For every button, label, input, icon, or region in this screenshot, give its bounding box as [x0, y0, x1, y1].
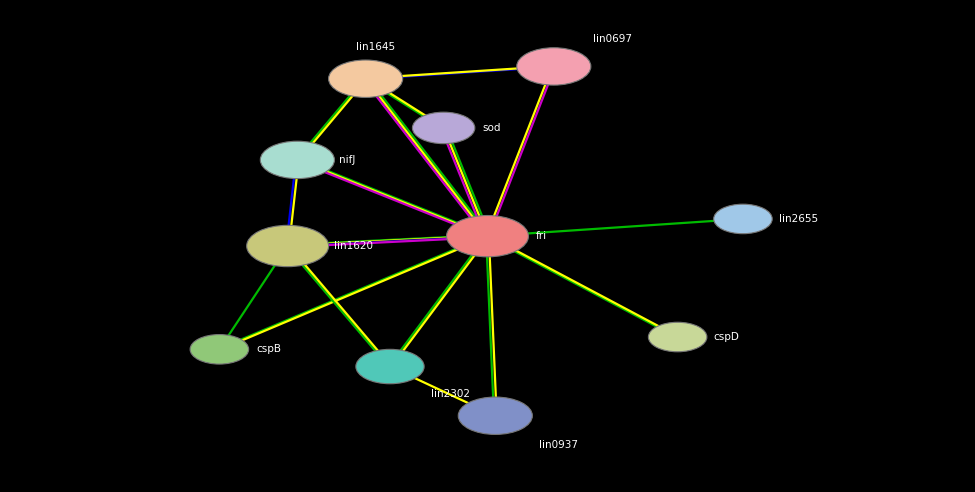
Circle shape — [247, 225, 329, 267]
Text: cspD: cspD — [714, 332, 740, 342]
Circle shape — [458, 397, 532, 434]
Circle shape — [356, 349, 424, 384]
Text: nifJ: nifJ — [339, 155, 356, 165]
Circle shape — [329, 60, 403, 97]
Text: cspB: cspB — [256, 344, 282, 354]
Circle shape — [714, 204, 772, 234]
Circle shape — [648, 322, 707, 352]
Text: fri: fri — [536, 231, 547, 241]
Text: lin2655: lin2655 — [779, 214, 818, 224]
Circle shape — [517, 48, 591, 85]
Circle shape — [260, 141, 334, 179]
Text: lin1645: lin1645 — [356, 42, 395, 52]
Text: sod: sod — [483, 123, 501, 133]
Text: lin0697: lin0697 — [593, 34, 632, 44]
Circle shape — [190, 335, 249, 364]
Text: lin0937: lin0937 — [539, 440, 578, 450]
Text: lin1620: lin1620 — [334, 241, 373, 251]
Circle shape — [447, 215, 528, 257]
Circle shape — [412, 112, 475, 144]
Text: lin2302: lin2302 — [431, 389, 470, 399]
